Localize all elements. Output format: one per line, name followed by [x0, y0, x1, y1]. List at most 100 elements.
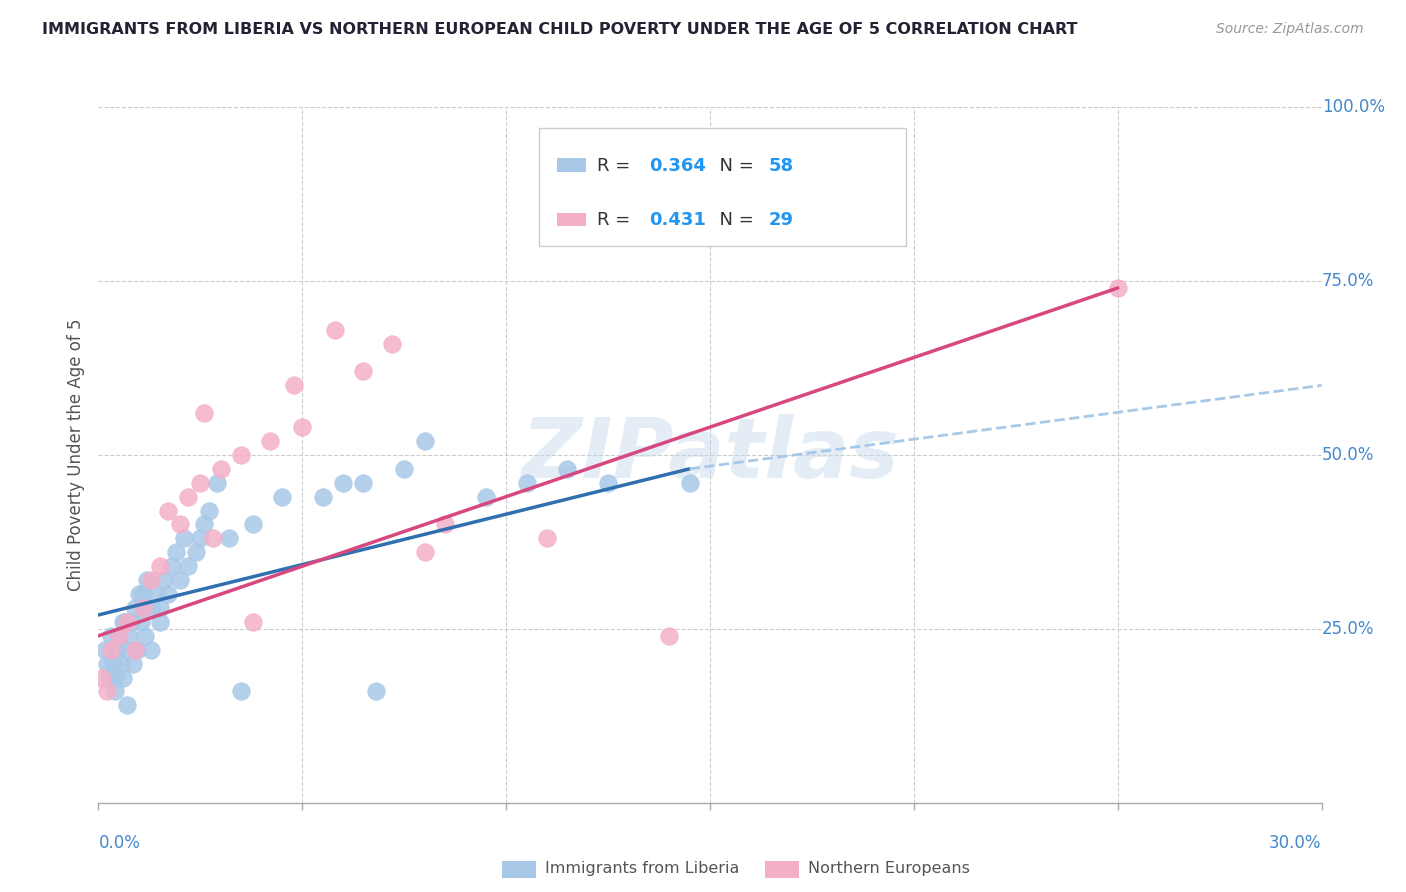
Point: [352, 364, 374, 378]
Point: [169, 517, 191, 532]
Point: [516, 475, 538, 490]
Text: ZIPatlas: ZIPatlas: [522, 415, 898, 495]
Point: [291, 420, 314, 434]
Point: [259, 434, 281, 448]
Text: 100.0%: 100.0%: [1322, 98, 1385, 116]
Point: [332, 475, 354, 490]
Point: [312, 490, 335, 504]
Point: [122, 657, 145, 671]
Point: [536, 532, 558, 546]
Point: [201, 532, 224, 546]
Point: [193, 517, 215, 532]
FancyBboxPatch shape: [765, 862, 800, 878]
Text: Source: ZipAtlas.com: Source: ZipAtlas.com: [1216, 22, 1364, 37]
Point: [242, 615, 264, 629]
Point: [152, 573, 174, 587]
Point: [381, 336, 404, 351]
Point: [132, 601, 155, 615]
Point: [149, 559, 172, 574]
Point: [100, 642, 122, 657]
Point: [596, 475, 619, 490]
Point: [129, 615, 152, 629]
Point: [413, 545, 436, 559]
Point: [658, 629, 681, 643]
Point: [136, 573, 159, 587]
Point: [160, 559, 183, 574]
Point: [145, 587, 167, 601]
Text: 29: 29: [769, 211, 794, 229]
Point: [127, 642, 149, 657]
Text: 75.0%: 75.0%: [1322, 272, 1374, 290]
Point: [413, 434, 436, 448]
FancyBboxPatch shape: [557, 212, 586, 227]
Point: [108, 629, 131, 643]
Text: 0.0%: 0.0%: [98, 834, 141, 852]
Point: [555, 462, 579, 476]
Point: [186, 545, 208, 559]
Point: [97, 671, 120, 685]
FancyBboxPatch shape: [502, 862, 536, 878]
Text: R =: R =: [598, 157, 637, 175]
Point: [132, 587, 155, 601]
Point: [177, 559, 200, 574]
Text: IMMIGRANTS FROM LIBERIA VS NORTHERN EUROPEAN CHILD POVERTY UNDER THE AGE OF 5 CO: IMMIGRANTS FROM LIBERIA VS NORTHERN EURO…: [42, 22, 1077, 37]
Point: [124, 601, 146, 615]
Point: [101, 657, 124, 671]
Point: [118, 629, 141, 643]
Point: [1107, 281, 1129, 295]
Point: [188, 532, 212, 546]
Point: [141, 601, 163, 615]
Point: [96, 684, 118, 698]
Point: [128, 587, 150, 601]
Text: Immigrants from Liberia: Immigrants from Liberia: [546, 862, 740, 877]
Point: [231, 448, 253, 462]
Point: [134, 629, 156, 643]
Point: [108, 629, 131, 643]
Point: [156, 587, 179, 601]
Point: [91, 671, 114, 685]
Point: [209, 462, 232, 476]
Point: [205, 475, 228, 490]
Point: [104, 684, 127, 698]
Point: [105, 642, 128, 657]
Point: [120, 615, 142, 629]
Point: [132, 601, 155, 615]
FancyBboxPatch shape: [538, 128, 905, 246]
Point: [193, 406, 215, 420]
Text: R =: R =: [598, 211, 637, 229]
Text: Northern Europeans: Northern Europeans: [808, 862, 970, 877]
Point: [474, 490, 498, 504]
Text: 25.0%: 25.0%: [1322, 620, 1374, 638]
Point: [93, 642, 115, 657]
Point: [96, 657, 118, 671]
Point: [392, 462, 416, 476]
Point: [114, 615, 136, 629]
Y-axis label: Child Poverty Under the Age of 5: Child Poverty Under the Age of 5: [66, 318, 84, 591]
Text: 50.0%: 50.0%: [1322, 446, 1374, 464]
Point: [141, 642, 163, 657]
Point: [177, 490, 200, 504]
Point: [141, 573, 163, 587]
Point: [100, 629, 122, 643]
Text: 30.0%: 30.0%: [1270, 834, 1322, 852]
Point: [165, 545, 187, 559]
FancyBboxPatch shape: [557, 158, 586, 172]
Text: N =: N =: [707, 157, 759, 175]
Point: [242, 517, 264, 532]
Point: [149, 601, 172, 615]
Point: [352, 475, 374, 490]
Point: [104, 671, 127, 685]
Point: [218, 532, 240, 546]
Point: [188, 475, 212, 490]
Point: [149, 615, 172, 629]
Point: [197, 503, 219, 517]
Point: [156, 503, 179, 517]
Text: 0.364: 0.364: [648, 157, 706, 175]
Point: [115, 642, 138, 657]
Point: [323, 323, 346, 337]
Text: 58: 58: [769, 157, 794, 175]
Text: N =: N =: [707, 211, 759, 229]
Point: [364, 684, 387, 698]
Point: [111, 615, 134, 629]
Point: [115, 615, 138, 629]
